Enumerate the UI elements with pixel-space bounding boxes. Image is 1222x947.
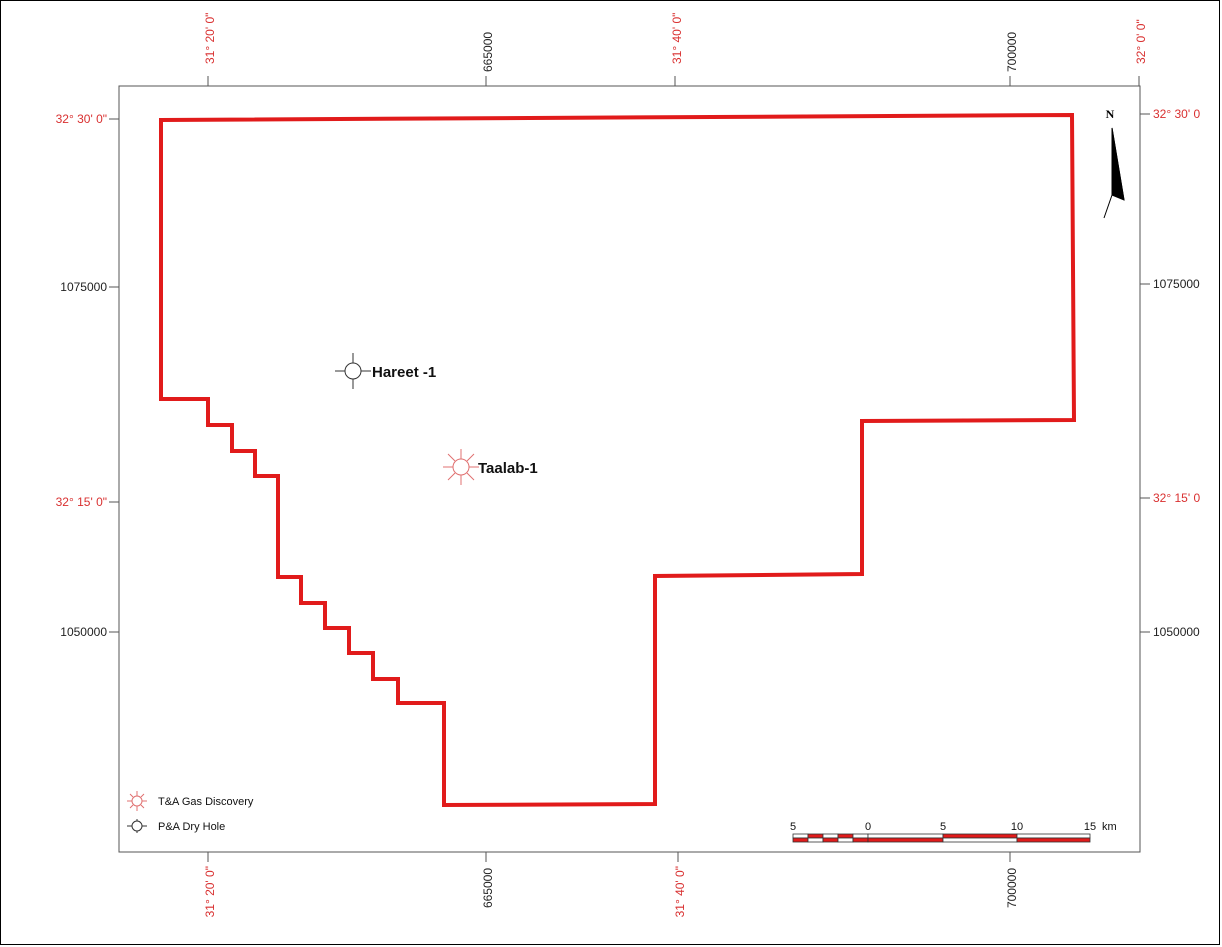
- top-label-5: 32° 0' 0": [1134, 19, 1148, 64]
- top-label-4: 700000: [1005, 32, 1019, 72]
- scale-label-4: 15: [1084, 821, 1096, 833]
- bottom-label-1: 31° 20' 0": [203, 866, 217, 917]
- bottom-label-3: 31° 40' 0": [673, 866, 687, 917]
- scale-label-3: 10: [1011, 821, 1023, 833]
- top-label-2: 665000: [481, 32, 495, 72]
- dry-hole-icon[interactable]: [335, 353, 371, 389]
- legend: T&A Gas Discovery P&A Dry Hole: [127, 791, 254, 833]
- legend-gas-icon: [127, 791, 147, 811]
- left-label-3: 32° 15' 0": [56, 495, 107, 509]
- scale-bar: 5 0 5 10 15 km: [790, 821, 1117, 843]
- bottom-label-4: 700000: [1005, 868, 1019, 908]
- left-label-1: 32° 30' 0": [56, 112, 107, 126]
- scale-label-2: 5: [940, 821, 946, 833]
- frame-ticks: [109, 76, 1150, 862]
- map-frame: [118, 85, 1141, 853]
- right-label-1: 32° 30' 0: [1153, 107, 1200, 121]
- gas-discovery-icon[interactable]: [443, 449, 479, 485]
- concession-boundary[interactable]: [159, 112, 1077, 808]
- top-label-1: 31° 20' 0": [203, 13, 217, 64]
- legend-dry-label: P&A Dry Hole: [158, 821, 225, 833]
- legend-gas-label: T&A Gas Discovery: [158, 796, 254, 808]
- scale-label-0: 5: [790, 821, 796, 833]
- bottom-label-2: 665000: [481, 868, 495, 908]
- scale-label-1: 0: [865, 821, 871, 833]
- north-arrow-icon: N: [1103, 107, 1125, 219]
- left-label-4: 1050000: [60, 625, 107, 639]
- left-label-2: 1075000: [60, 280, 107, 294]
- well-label-hareet: Hareet -1: [372, 364, 436, 381]
- right-label-3: 32° 15' 0: [1153, 491, 1200, 505]
- well-label-taalab: Taalab-1: [478, 460, 538, 477]
- north-label: N: [1106, 107, 1115, 121]
- right-label-2: 1075000: [1153, 277, 1200, 291]
- legend-dry-icon: [127, 819, 147, 833]
- top-label-3: 31° 40' 0": [670, 13, 684, 64]
- scale-unit: km: [1102, 821, 1117, 833]
- right-label-4: 1050000: [1153, 625, 1200, 639]
